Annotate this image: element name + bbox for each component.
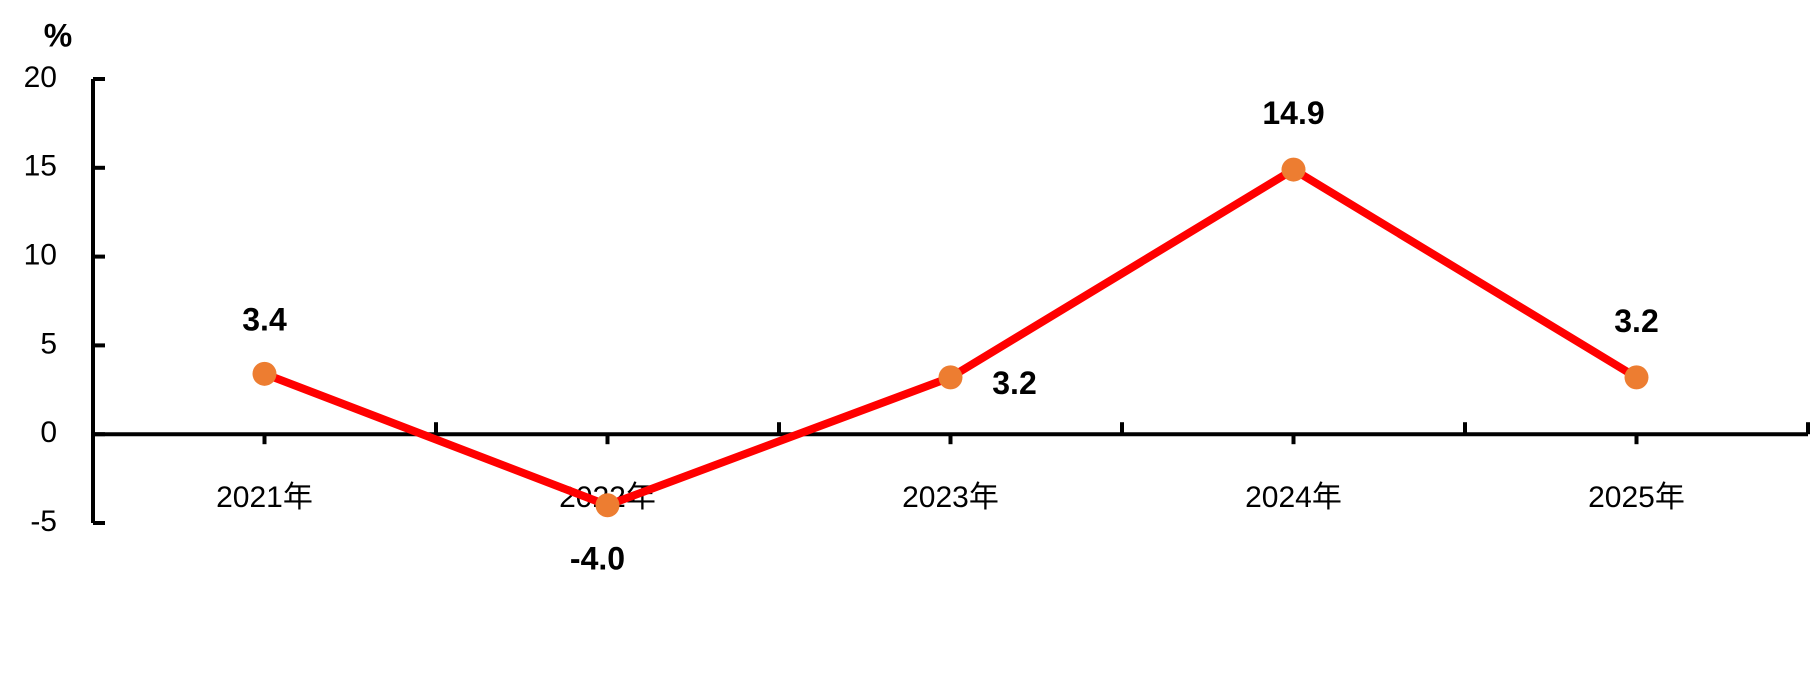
marker: [595, 493, 620, 518]
y-tick-label: 5: [40, 327, 57, 360]
y-tick-label: 10: [24, 239, 57, 272]
marker: [252, 361, 277, 386]
data-label: 3.4: [242, 301, 287, 337]
y-tick-label: 15: [24, 150, 57, 183]
x-tick-label: 2025年: [1588, 481, 1685, 514]
data-label: -4.0: [570, 541, 625, 577]
data-label: 3.2: [992, 365, 1036, 401]
marker: [938, 365, 963, 390]
marker: [1624, 365, 1649, 390]
y-axis-label: %: [44, 17, 72, 53]
data-label: 14.9: [1262, 95, 1324, 131]
line: [263, 165, 1639, 510]
marker: [1281, 157, 1306, 182]
x-tick-label: 2021年: [216, 481, 313, 514]
x-tick-label: 2023年: [902, 481, 999, 514]
x-tick-label: 2024年: [1245, 481, 1342, 514]
data-label: 3.2: [1614, 303, 1658, 339]
y-tick-label: -5: [30, 505, 57, 538]
y-tick-label: 0: [40, 416, 57, 449]
y-tick-label: 20: [24, 61, 57, 94]
